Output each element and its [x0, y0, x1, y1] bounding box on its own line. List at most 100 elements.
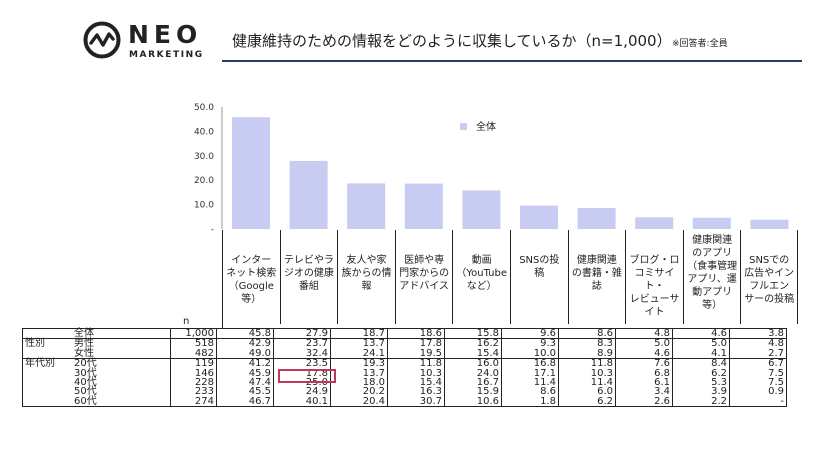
title-underline: [222, 60, 802, 62]
category-label: 友人や家 族からの情報: [337, 230, 395, 324]
category-label-line: サーの投稿: [744, 294, 795, 305]
table-cell: 2.2: [672, 396, 730, 408]
table-cell: 8.4: [672, 358, 730, 369]
table-cell: 45.8: [216, 327, 274, 339]
category-label-line: 広告やイン: [744, 268, 795, 279]
table-cell: 4.8: [615, 327, 673, 339]
table-cell: 4.6: [615, 348, 673, 359]
table-cell: 2.6: [615, 396, 673, 408]
table-cell: 13.7: [330, 338, 388, 349]
table-cell: 9.3: [501, 338, 559, 349]
table-cell: 32.4: [273, 348, 331, 359]
category-label-line: など）: [466, 281, 497, 292]
category-label-line: SNSでの: [749, 255, 790, 266]
category-label-line: ネット検索: [226, 268, 277, 279]
y-tick-label: 20.0: [194, 176, 214, 186]
table-cell: 19.3: [330, 358, 388, 369]
table-cell: 10.0: [501, 348, 559, 359]
category-label-line: 等）: [241, 294, 262, 305]
table-cell: 23.5: [273, 358, 331, 369]
table-cell: 30.7: [387, 396, 445, 408]
table-cell: 23.7: [273, 338, 331, 349]
logo-subtitle: MARKETING: [129, 50, 204, 60]
table-cell: 42.9: [216, 338, 274, 349]
category-label-line: レビューサ: [629, 294, 680, 305]
category-label-line: 番組: [298, 281, 319, 292]
row-group: [22, 368, 72, 379]
row-n: 228: [170, 377, 217, 388]
y-tick-label: 30.0: [194, 152, 214, 162]
neo-logo-mark-icon: [83, 21, 121, 59]
table-cell: 15.4: [444, 348, 502, 359]
category-label-line: 門家からの: [399, 268, 450, 279]
table-row: 30代 146 45.9 17.8 13.7 10.3 24.0 17.1 10.3 6.8 6.2…: [22, 367, 787, 379]
category-label-line: アプリ、運: [687, 274, 737, 285]
table-cell: 4.1: [672, 348, 730, 359]
table-cell: 11.8: [387, 358, 445, 369]
category-label-line: 健康関連: [576, 255, 617, 266]
table-cell: 7.5: [729, 377, 787, 388]
row-label: 30代: [74, 367, 97, 379]
table-row: 全体 1,000 45.8 27.9 18.7 18.6 15.8 9.6 8.6 4.8 4.6 3…: [22, 327, 787, 339]
table-cell: 15.8: [444, 327, 502, 339]
category-label: SNSの投稿: [510, 230, 568, 324]
y-tick-label: 50.0: [194, 103, 214, 113]
category-label-line: アドバイス: [399, 281, 449, 292]
table-cell: 19.5: [387, 348, 445, 359]
category-label-line: ブログ・ロ: [629, 255, 680, 266]
y-tick-label: -: [211, 225, 214, 235]
table-cell: 11.4: [558, 377, 616, 388]
table-cell: 45.9: [216, 368, 274, 378]
bar: [750, 219, 789, 229]
table-cell: 16.0: [444, 358, 502, 369]
category-label-line: SNSの投: [519, 255, 560, 266]
table-cell: 10.3: [558, 368, 616, 378]
title-note: ※回答者:全員: [672, 39, 728, 49]
category-label-line: ジオの健康: [283, 268, 334, 279]
row-n: 233: [170, 387, 217, 397]
table-cell: 15.4: [387, 377, 445, 388]
row-n: 119: [170, 358, 217, 369]
table-cell: 41.2: [216, 358, 274, 369]
table-cell: 15.9: [444, 387, 502, 397]
category-label-line: 友人や家: [346, 255, 387, 266]
logo-word: NEO: [128, 20, 203, 49]
table-cell: 27.9: [273, 327, 331, 339]
table-cell: 16.8: [501, 358, 559, 369]
y-tick-label: 10.0: [194, 201, 214, 211]
category-label-line: 動画: [471, 255, 492, 266]
table-cell: 8.3: [558, 338, 616, 349]
legend-swatch: [460, 123, 467, 130]
table-cell: 4.6: [672, 327, 730, 339]
category-label: SNSでの 広告やイン フルエン サーの投稿: [740, 230, 798, 324]
table-cell: 5.0: [672, 338, 730, 349]
neo-marketing-logo: NEO MARKETING: [82, 20, 222, 64]
table-cell: 4.8: [729, 338, 787, 349]
category-label-line: テレビやラ: [283, 255, 334, 266]
table-cell: 9.6: [501, 327, 559, 339]
row-n: 274: [170, 396, 217, 408]
table-row: 60代 274 46.7 40.1 20.4 30.7 10.6 1.8 6.2 2.6 2.2-: [22, 396, 787, 408]
category-label-line: （食事管理: [687, 261, 738, 272]
table-cell: 8.6: [558, 327, 616, 339]
row-group: 年代別: [22, 358, 72, 369]
table-cell: 11.4: [501, 377, 559, 388]
row-label: 50代: [74, 386, 97, 398]
category-label: 医師や専 門家からの アドバイス: [394, 230, 453, 324]
y-tick-label: 40.0: [194, 127, 214, 137]
bar: [232, 117, 270, 229]
row-group: [22, 327, 72, 339]
table-cell: 1.8: [501, 396, 559, 408]
table-row: 性別 男性 518 42.9 23.7 13.7 17.8 16.2 9.3 8.3 5.0 5.0 4…: [22, 338, 787, 349]
row-label: 全体: [72, 327, 171, 339]
table-cell: 5.0: [615, 338, 673, 349]
category-label: 健康関連 の書籍・雑誌: [567, 230, 626, 324]
row-group: [22, 348, 72, 359]
table-cell: 6.2: [558, 396, 616, 408]
category-label-line: （YouTube: [456, 268, 508, 279]
category-label-line: の書籍・雑: [571, 268, 622, 279]
category-label: ブログ・ロ コミサイト・ レビューサ イト: [625, 230, 683, 324]
table-cell: 20.4: [330, 396, 388, 408]
category-label-line: （Google: [228, 281, 274, 292]
